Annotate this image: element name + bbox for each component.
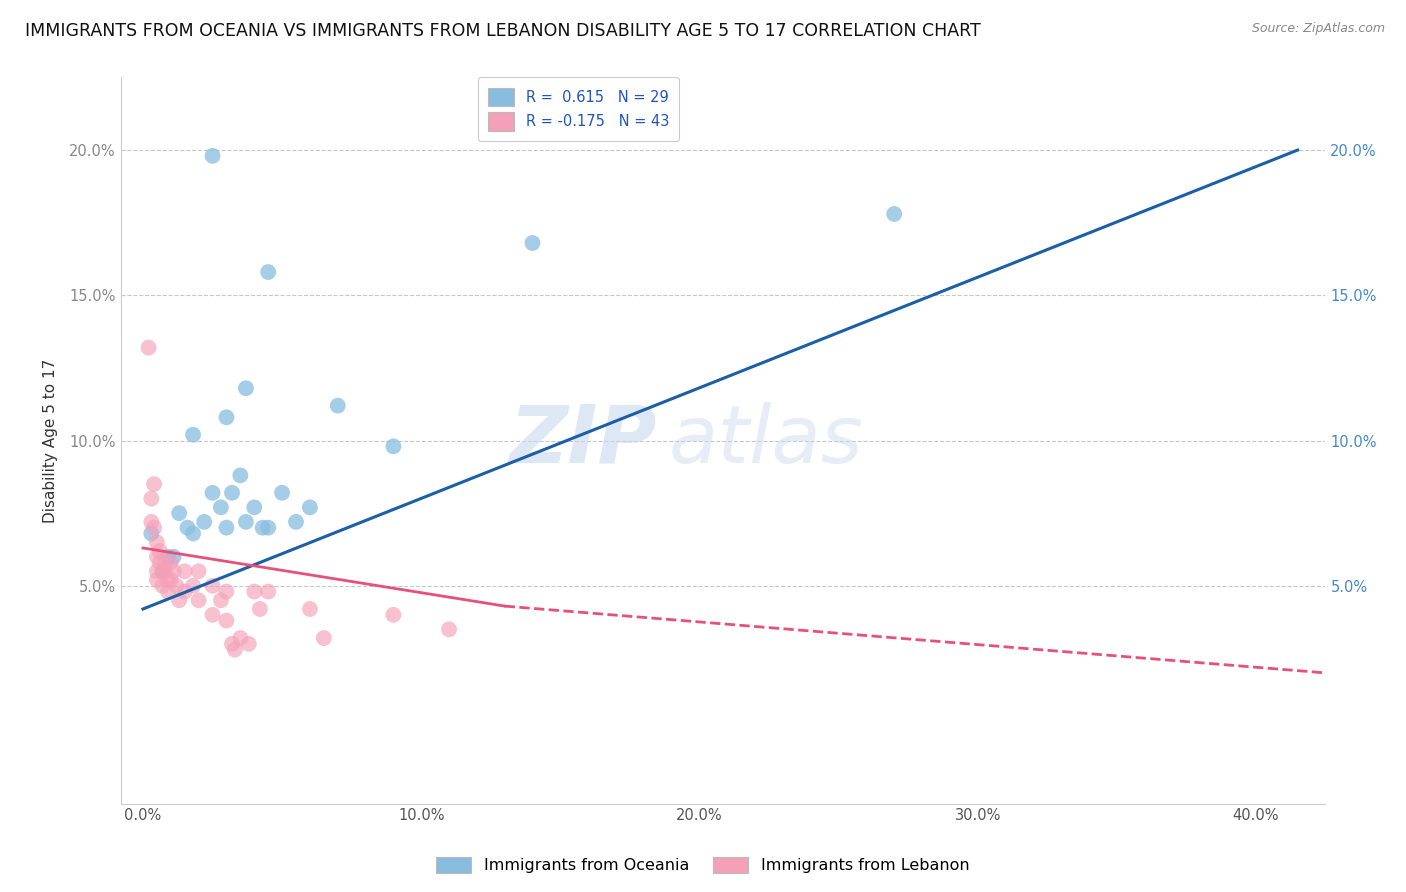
Point [162, 564, 184, 578]
Point [209, 593, 232, 607]
Point [181, 526, 204, 541]
Point [221, 637, 243, 651]
Point [156, 573, 179, 587]
Point [238, 637, 260, 651]
Point [382, 439, 405, 453]
Point [326, 399, 349, 413]
Text: IMMIGRANTS FROM OCEANIA VS IMMIGRANTS FROM LEBANON DISABILITY AGE 5 TO 17 CORREL: IMMIGRANTS FROM OCEANIA VS IMMIGRANTS FR… [25, 22, 981, 40]
Point [235, 381, 257, 395]
Point [156, 549, 179, 564]
Point [221, 485, 243, 500]
Point [201, 149, 224, 163]
Point [243, 584, 266, 599]
Point [141, 526, 163, 541]
Legend: Immigrants from Oceania, Immigrants from Lebanon: Immigrants from Oceania, Immigrants from… [430, 850, 976, 880]
Text: atlas: atlas [669, 401, 863, 480]
Point [167, 593, 190, 607]
Point [173, 564, 195, 578]
Point [883, 207, 905, 221]
Point [187, 564, 209, 578]
Point [146, 573, 169, 587]
Y-axis label: Disability Age 5 to 17: Disability Age 5 to 17 [44, 359, 58, 523]
Point [437, 623, 460, 637]
Point [285, 515, 308, 529]
Point [215, 614, 238, 628]
Point [201, 607, 224, 622]
Point [141, 491, 163, 506]
Point [155, 556, 177, 570]
Point [229, 468, 252, 483]
Point [159, 556, 181, 570]
Point [159, 573, 181, 587]
Point [201, 485, 224, 500]
Point [235, 515, 257, 529]
Point [162, 549, 184, 564]
Point [152, 564, 174, 578]
Point [149, 556, 172, 570]
Point [271, 485, 294, 500]
Point [201, 579, 224, 593]
Point [522, 235, 544, 250]
Point [298, 602, 321, 616]
Point [143, 521, 166, 535]
Point [146, 564, 169, 578]
Point [257, 584, 280, 599]
Point [257, 265, 280, 279]
Point [215, 410, 238, 425]
Point [312, 631, 335, 645]
Point [215, 584, 238, 599]
Point [155, 564, 177, 578]
Point [165, 579, 187, 593]
Text: ZIP: ZIP [509, 401, 657, 480]
Point [193, 515, 215, 529]
Legend: R =  0.615   N = 29, R = -0.175   N = 43: R = 0.615 N = 29, R = -0.175 N = 43 [478, 78, 679, 141]
Point [152, 564, 174, 578]
Point [181, 427, 204, 442]
Point [138, 341, 160, 355]
Point [146, 549, 169, 564]
Point [141, 515, 163, 529]
Point [209, 500, 232, 515]
Point [176, 521, 198, 535]
Point [215, 521, 238, 535]
Point [224, 642, 246, 657]
Point [181, 579, 204, 593]
Point [298, 500, 321, 515]
Text: Source: ZipAtlas.com: Source: ZipAtlas.com [1251, 22, 1385, 36]
Point [167, 506, 190, 520]
Point [173, 584, 195, 599]
Point [229, 631, 252, 645]
Point [382, 607, 405, 622]
Point [149, 544, 172, 558]
Point [187, 593, 209, 607]
Point [146, 535, 169, 549]
Point [243, 500, 266, 515]
Point [156, 584, 179, 599]
Point [152, 579, 174, 593]
Point [257, 521, 280, 535]
Point [143, 477, 166, 491]
Point [252, 521, 274, 535]
Point [249, 602, 271, 616]
